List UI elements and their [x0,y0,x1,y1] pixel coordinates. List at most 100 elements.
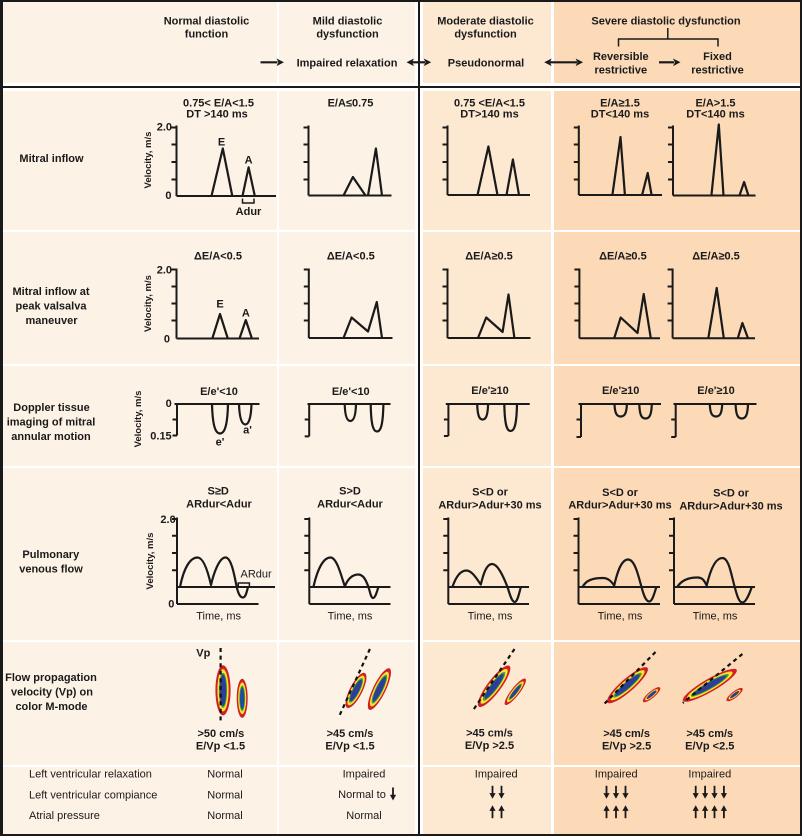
svg-text:Mitral inflow at: Mitral inflow at [13,286,90,298]
svg-text:E: E [218,137,225,149]
svg-text:Severe diastolic dysfunction: Severe diastolic dysfunction [591,16,740,28]
svg-text:Adur: Adur [236,206,262,218]
svg-text:0: 0 [166,398,172,410]
svg-text:E/e'≥10: E/e'≥10 [602,385,639,397]
svg-text:Impaired: Impaired [343,769,386,781]
svg-text:venous flow: venous flow [19,564,83,576]
svg-text:Reversible: Reversible [593,51,649,63]
svg-text:DT>140 ms: DT>140 ms [460,109,518,121]
svg-text:dysfunction: dysfunction [454,29,517,41]
svg-text:Flow propagation: Flow propagation [5,672,97,684]
svg-text:S<D or: S<D or [472,487,508,499]
svg-text:ΔE/A≥0.5: ΔE/A≥0.5 [692,251,740,263]
svg-text:ΔE/A<0.5: ΔE/A<0.5 [327,251,375,263]
svg-text:Time, ms: Time, ms [693,611,738,623]
svg-text:Mitral inflow: Mitral inflow [19,153,84,165]
svg-text:Velocity, m/s: Velocity, m/s [143,132,154,189]
svg-text:E/A≥1.5: E/A≥1.5 [600,98,640,110]
svg-text:a': a' [243,425,252,437]
svg-text:Time, ms: Time, ms [196,611,241,623]
svg-text:E/e'≥10: E/e'≥10 [697,385,734,397]
svg-text:E/Vp <1.5: E/Vp <1.5 [325,741,374,753]
svg-text:ARdur>Adur+30 ms: ARdur>Adur+30 ms [438,499,541,511]
svg-text:DT<140 ms: DT<140 ms [591,109,649,121]
svg-text:annular motion: annular motion [11,431,91,443]
svg-text:E/A>1.5: E/A>1.5 [695,98,735,110]
svg-text:ΔE/A≥0.5: ΔE/A≥0.5 [465,251,513,263]
svg-text:ARdur>Adur+30 ms: ARdur>Adur+30 ms [679,500,782,512]
svg-text:0: 0 [168,599,174,611]
svg-text:S<D or: S<D or [713,488,749,500]
svg-text:DT<140 ms: DT<140 ms [686,109,744,121]
svg-text:Impaired relaxation: Impaired relaxation [297,58,398,70]
svg-text:dysfunction: dysfunction [316,29,379,41]
svg-text:Pseudonormal: Pseudonormal [448,58,524,70]
svg-text:Normal: Normal [346,810,381,822]
svg-text:0.75 <E/A<1.5: 0.75 <E/A<1.5 [454,98,525,110]
svg-text:E/A≤0.75: E/A≤0.75 [328,98,374,110]
svg-text:Velocity, m/s: Velocity, m/s [133,391,144,448]
svg-text:ARdur: ARdur [241,569,273,581]
svg-text:Vp: Vp [196,648,210,660]
svg-text:2.0: 2.0 [157,122,172,134]
svg-text:Moderate diastolic: Moderate diastolic [437,16,534,28]
svg-text:restrictive: restrictive [691,65,744,77]
svg-text:Pulmonary: Pulmonary [22,549,80,561]
svg-text:ΔE/A≥0.5: ΔE/A≥0.5 [599,251,647,263]
svg-text:>45 cm/s: >45 cm/s [466,728,513,740]
svg-text:Impaired: Impaired [475,769,518,781]
svg-text:E/e'<10: E/e'<10 [332,386,370,398]
svg-text:Left ventricular relaxation: Left ventricular relaxation [29,769,152,781]
svg-text:2.0: 2.0 [160,514,175,526]
svg-text:function: function [185,29,229,41]
svg-text:ΔE/A<0.5: ΔE/A<0.5 [194,251,242,263]
svg-text:Impaired: Impaired [595,769,638,781]
svg-text:Velocity, m/s: Velocity, m/s [145,533,156,590]
svg-text:E/Vp >2.5: E/Vp >2.5 [602,741,651,753]
svg-text:S≥D: S≥D [208,485,229,497]
svg-text:Normal to: Normal to [338,789,386,801]
svg-text:Time, ms: Time, ms [598,611,643,623]
svg-text:Atrial pressure: Atrial pressure [29,810,100,822]
svg-text:A: A [245,155,253,167]
svg-text:0.15: 0.15 [150,431,171,443]
svg-text:Fixed: Fixed [703,51,732,63]
svg-text:Normal diastolic: Normal diastolic [164,16,250,28]
svg-text:S<D or: S<D or [602,487,638,499]
svg-text:Velocity, m/s: Velocity, m/s [143,275,154,332]
svg-text:>45 cm/s: >45 cm/s [686,728,733,740]
svg-text:E/Vp <1.5: E/Vp <1.5 [196,741,245,753]
svg-text:Impaired: Impaired [688,769,731,781]
svg-text:E/Vp >2.5: E/Vp >2.5 [465,740,514,752]
svg-text:E: E [216,299,223,311]
svg-text:0: 0 [164,334,170,346]
svg-text:restrictive: restrictive [595,65,648,77]
svg-text:E/Vp <2.5: E/Vp <2.5 [685,741,734,753]
svg-text:Mild diastolic: Mild diastolic [313,16,383,28]
svg-text:Doppler tissue: Doppler tissue [13,402,89,414]
svg-text:>50 cm/s: >50 cm/s [198,728,245,740]
svg-text:S>D: S>D [339,486,361,498]
svg-text:E/e'≥10: E/e'≥10 [471,385,508,397]
svg-text:peak valsalva: peak valsalva [16,301,88,313]
svg-text:imaging of mitral: imaging of mitral [7,417,96,429]
svg-text:Time, ms: Time, ms [328,611,373,623]
svg-text:E/e'<10: E/e'<10 [200,386,238,398]
svg-text:Normal: Normal [207,769,242,781]
svg-text:Normal: Normal [207,810,242,822]
svg-text:Left ventricular compiance: Left ventricular compiance [29,790,157,802]
svg-text:maneuver: maneuver [26,315,79,327]
svg-text:ARdur>Adur+30 ms: ARdur>Adur+30 ms [568,499,671,511]
svg-text:>45 cm/s: >45 cm/s [603,728,650,740]
svg-text:Time, ms: Time, ms [468,611,513,623]
svg-text:ARdur<Adur: ARdur<Adur [186,499,252,511]
svg-text:Normal: Normal [207,790,242,802]
svg-text:color M-mode: color M-mode [15,701,87,713]
svg-text:0.75< E/A<1.5: 0.75< E/A<1.5 [183,98,254,110]
svg-text:>45 cm/s: >45 cm/s [327,728,374,740]
svg-text:A: A [242,308,250,320]
svg-text:0: 0 [165,190,171,202]
svg-text:DT >140 ms: DT >140 ms [186,109,247,121]
svg-text:ARdur<Adur: ARdur<Adur [317,499,383,511]
svg-text:e': e' [216,437,225,449]
